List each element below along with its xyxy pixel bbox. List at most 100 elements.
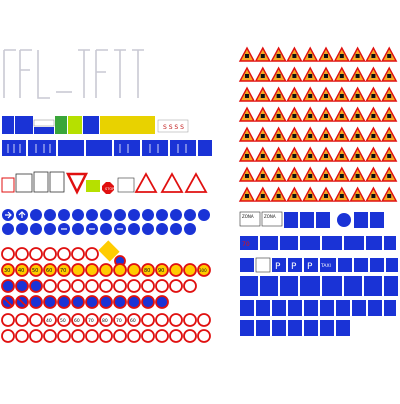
info-row-5 <box>240 300 396 316</box>
warning-symbol <box>245 154 249 158</box>
warning-symbol <box>245 74 249 78</box>
svg-text:300: 300 <box>199 268 207 273</box>
svg-text:P: P <box>307 262 313 272</box>
svg-text:TAXI: TAXI <box>320 263 331 269</box>
warning-symbol <box>387 154 392 158</box>
speed-row-3 <box>1 279 197 293</box>
warning-symbol <box>308 134 313 138</box>
warning-symbol <box>245 134 249 138</box>
warning-symbol <box>324 154 328 158</box>
svg-text:60: 60 <box>46 268 52 274</box>
svg-text:40: 40 <box>18 268 24 274</box>
warning-symbol <box>276 114 281 118</box>
svg-text:50: 50 <box>32 268 38 274</box>
info-square-block: ZONA ZONA 70 <box>239 211 398 336</box>
warning-symbol <box>339 154 344 158</box>
warning-symbol <box>292 114 297 118</box>
warning-symbol <box>245 94 249 98</box>
svg-text:70: 70 <box>116 318 122 324</box>
svg-text:ZONA: ZONA <box>264 214 276 219</box>
warning-symbol <box>276 74 281 78</box>
svg-text:STOP: STOP <box>105 187 114 191</box>
info-row-4 <box>240 276 398 296</box>
speed-row-2: 30 40 50 60 70 80 90 <box>1 263 211 277</box>
warning-symbol <box>260 134 265 138</box>
warning-symbol <box>308 94 313 98</box>
warning-symbol <box>355 154 360 158</box>
svg-text:90: 90 <box>158 268 164 274</box>
info-row-2: 70 <box>240 236 396 250</box>
warning-symbol <box>371 74 376 78</box>
warning-symbol <box>355 54 360 58</box>
warning-symbol <box>387 174 392 178</box>
warning-symbol <box>324 194 328 198</box>
info-panels-row-1: S S S S <box>2 116 189 134</box>
info-row-3: P P P TAXI <box>240 257 398 273</box>
svg-text:ZONA: ZONA <box>242 214 254 219</box>
warning-symbol <box>339 134 344 138</box>
warning-symbol <box>292 94 297 98</box>
warning-symbol <box>276 94 281 98</box>
info-panels-row-2 <box>2 140 212 156</box>
warning-triangle-grid <box>238 46 398 202</box>
warning-symbol <box>324 174 328 178</box>
svg-text:70: 70 <box>88 318 94 324</box>
warning-symbol <box>276 194 281 198</box>
warning-symbol <box>387 194 392 198</box>
warning-symbol <box>245 54 249 58</box>
zona-row: ZONA ZONA <box>239 211 384 228</box>
give-way-icon <box>65 172 89 195</box>
warning-symbol <box>308 194 313 198</box>
warning-symbol <box>324 134 328 138</box>
warning-symbol <box>260 154 265 158</box>
warning-symbol <box>308 154 313 158</box>
warning-symbol <box>387 134 392 138</box>
svg-text:70: 70 <box>242 241 250 248</box>
speed-limit-block: 30 40 50 60 70 80 90 <box>1 240 211 309</box>
warning-symbol <box>276 54 281 58</box>
warning-symbol <box>371 194 376 198</box>
warning-symbol <box>339 174 344 178</box>
info-row-6 <box>240 320 350 336</box>
warning-symbol <box>371 94 376 98</box>
svg-text:60: 60 <box>130 318 136 324</box>
warning-symbol <box>387 74 392 78</box>
warning-symbol <box>371 114 376 118</box>
prohibition-rows-bottom: 40 50 60 70 80 70 60 <box>1 313 211 343</box>
warning-symbol <box>339 114 344 118</box>
warning-symbol <box>355 114 360 118</box>
warning-symbol <box>308 174 313 178</box>
warning-symbol <box>292 74 297 78</box>
warning-symbol <box>292 194 297 198</box>
warning-symbol <box>276 134 281 138</box>
warning-symbol <box>260 174 265 178</box>
warning-symbol <box>308 74 313 78</box>
warning-symbol <box>292 134 297 138</box>
svg-text:80: 80 <box>144 268 150 274</box>
warning-symbol <box>387 94 392 98</box>
warning-symbol <box>245 114 249 118</box>
warning-symbol <box>292 54 297 58</box>
warning-symbol <box>292 174 297 178</box>
warning-symbol <box>308 54 313 58</box>
warning-symbol <box>371 154 376 158</box>
warning-symbol <box>339 74 344 78</box>
warning-symbol <box>324 74 328 78</box>
mixed-signs-row: STOP <box>1 171 208 195</box>
warning-symbol <box>387 114 392 118</box>
warning-symbol <box>355 194 360 198</box>
warning-symbol <box>371 174 376 178</box>
mandatory-circle-row <box>2 209 210 235</box>
warning-symbol <box>371 54 376 58</box>
warning-symbol <box>355 94 360 98</box>
warning-symbol <box>324 94 328 98</box>
svg-text:S S S S: S S S S <box>163 124 184 131</box>
warning-symbol <box>276 154 281 158</box>
warning-symbol <box>355 74 360 78</box>
svg-text:60: 60 <box>74 318 80 324</box>
svg-text:70: 70 <box>60 268 66 274</box>
svg-text:P: P <box>291 262 297 272</box>
warning-symbol <box>355 174 360 178</box>
